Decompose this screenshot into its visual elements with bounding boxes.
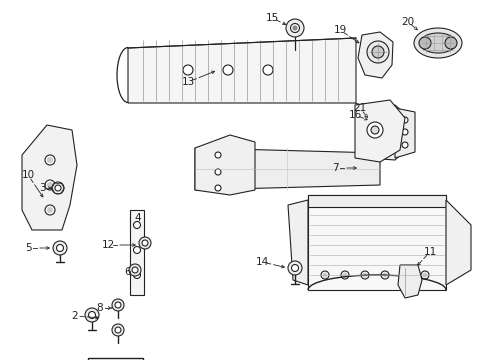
Circle shape [52, 182, 64, 194]
Text: 5: 5 [24, 243, 31, 253]
Circle shape [291, 265, 298, 271]
Circle shape [133, 271, 140, 279]
Circle shape [370, 126, 378, 134]
Circle shape [133, 221, 140, 229]
Circle shape [360, 271, 368, 279]
Text: 8: 8 [97, 303, 103, 313]
Text: 15: 15 [265, 13, 278, 23]
Circle shape [402, 273, 406, 277]
Circle shape [112, 324, 124, 336]
Polygon shape [445, 200, 470, 285]
Circle shape [370, 120, 394, 144]
Circle shape [183, 65, 193, 75]
Bar [88, 358, 142, 360]
Circle shape [422, 273, 426, 277]
Text: 10: 10 [21, 170, 35, 180]
Circle shape [55, 185, 61, 191]
Circle shape [292, 26, 296, 30]
Circle shape [400, 271, 408, 279]
Text: 3: 3 [39, 183, 45, 193]
Text: 4: 4 [134, 213, 141, 223]
Polygon shape [397, 265, 421, 298]
Text: 21: 21 [353, 103, 366, 113]
Polygon shape [307, 195, 445, 207]
Polygon shape [128, 38, 355, 103]
Circle shape [364, 114, 400, 150]
Circle shape [115, 302, 121, 308]
Circle shape [45, 205, 55, 215]
Polygon shape [195, 135, 254, 195]
Ellipse shape [413, 28, 461, 58]
Circle shape [323, 273, 326, 277]
Circle shape [401, 142, 407, 148]
Circle shape [45, 155, 55, 165]
Text: 19: 19 [333, 25, 346, 35]
Circle shape [129, 264, 141, 276]
Circle shape [47, 207, 52, 212]
Circle shape [401, 129, 407, 135]
Polygon shape [195, 148, 379, 190]
Text: 16: 16 [347, 110, 361, 120]
Circle shape [223, 65, 232, 75]
Polygon shape [394, 108, 414, 158]
Circle shape [112, 299, 124, 311]
Polygon shape [287, 200, 307, 285]
Circle shape [57, 244, 63, 252]
Polygon shape [307, 195, 445, 290]
Circle shape [401, 117, 407, 123]
Text: 20: 20 [401, 17, 414, 27]
Circle shape [290, 23, 299, 32]
Circle shape [139, 237, 151, 249]
Circle shape [215, 185, 221, 191]
Circle shape [285, 19, 304, 37]
Circle shape [45, 180, 55, 190]
Polygon shape [357, 32, 392, 78]
Circle shape [215, 152, 221, 158]
Ellipse shape [419, 33, 455, 53]
Circle shape [418, 37, 430, 49]
Circle shape [376, 126, 388, 138]
Circle shape [53, 241, 67, 255]
Text: 7: 7 [331, 163, 338, 173]
Circle shape [342, 273, 346, 277]
Circle shape [115, 327, 121, 333]
Circle shape [420, 271, 428, 279]
Text: 2: 2 [72, 311, 78, 321]
Circle shape [85, 308, 99, 322]
Circle shape [340, 271, 348, 279]
Bar [130, 210, 143, 295]
Circle shape [371, 46, 383, 58]
Circle shape [287, 261, 302, 275]
Circle shape [366, 113, 376, 123]
Text: 11: 11 [423, 247, 436, 257]
Circle shape [47, 158, 52, 162]
Text: 13: 13 [181, 77, 194, 87]
Circle shape [382, 273, 386, 277]
Circle shape [320, 271, 328, 279]
Polygon shape [355, 105, 409, 160]
Circle shape [380, 271, 388, 279]
Circle shape [361, 108, 381, 128]
Text: 12: 12 [101, 240, 114, 250]
Circle shape [132, 267, 138, 273]
Circle shape [47, 183, 52, 188]
Circle shape [362, 273, 366, 277]
Circle shape [444, 37, 456, 49]
Text: 6: 6 [124, 267, 131, 277]
Circle shape [215, 169, 221, 175]
Circle shape [142, 240, 148, 246]
Text: 14: 14 [255, 257, 268, 267]
Circle shape [366, 41, 388, 63]
Circle shape [133, 247, 140, 253]
Circle shape [88, 311, 95, 319]
Circle shape [366, 122, 382, 138]
Polygon shape [22, 125, 77, 230]
Circle shape [263, 65, 272, 75]
Polygon shape [354, 100, 404, 162]
